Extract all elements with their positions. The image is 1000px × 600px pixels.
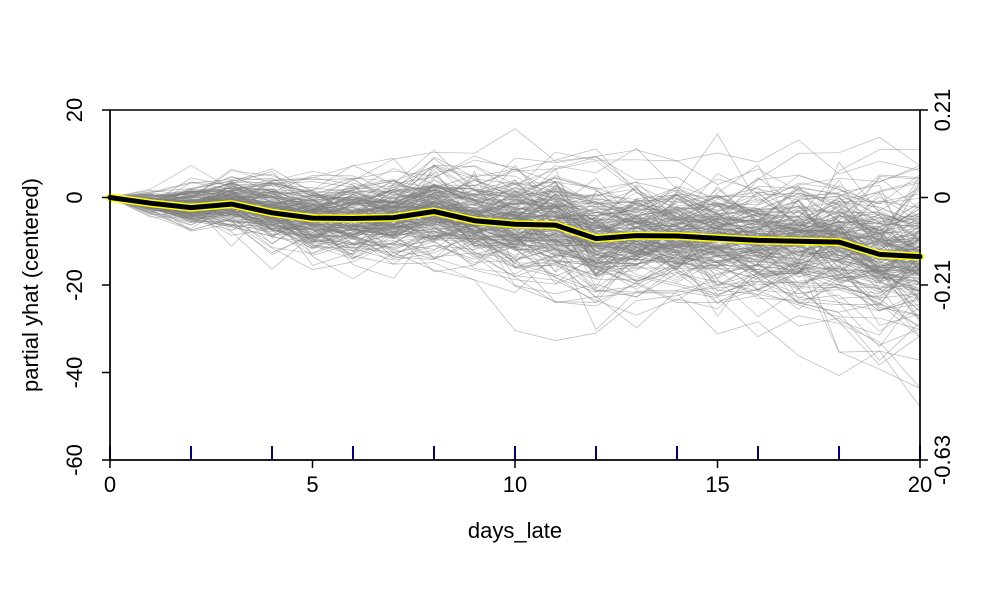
y-left-tick-label: 20 [62,98,87,122]
y-left-tick-label: -20 [62,269,87,301]
y-left-tick-label: -60 [62,444,87,476]
ice-lines [110,129,920,407]
y-axis-left-ticks: -60 -40 -20 0 20 [62,98,110,476]
x-axis-label: days_late [468,518,562,543]
ice-plot-svg: 0 5 10 15 20 -60 -40 -20 0 20 -0.63 -0.21 0 0.21 da… [0,0,1000,600]
y-right-tick-label: 0 [930,191,955,203]
y-left-tick-label: 0 [62,191,87,203]
y-right-tick-label: -0.21 [930,260,955,310]
x-tick-label: 15 [705,472,729,497]
y-right-tick-label: -0.63 [930,435,955,485]
x-tick-label: 5 [306,472,318,497]
y-axis-left-label: partial yhat (centered) [18,178,43,392]
ice-plot-container: 0 5 10 15 20 -60 -40 -20 0 20 -0.63 -0.21 0 0.21 da… [0,0,1000,600]
x-axis-ticks: 0 5 10 15 20 [104,460,932,497]
x-tick-label: 0 [104,472,116,497]
x-tick-label: 10 [503,472,527,497]
y-left-tick-label: -40 [62,357,87,389]
rug-ticks [110,446,920,460]
y-axis-right-ticks: -0.63 -0.21 0 0.21 [920,89,955,485]
x-tick-label: 20 [908,472,932,497]
y-right-tick-label: 0.21 [930,89,955,132]
